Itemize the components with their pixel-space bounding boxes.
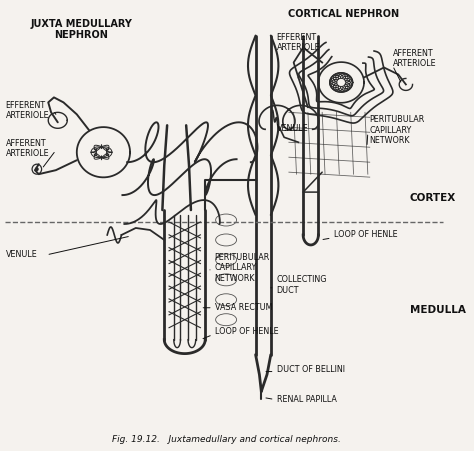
Text: Fig. 19.12.   Juxtamedullary and cortical nephrons.: Fig. 19.12. Juxtamedullary and cortical … — [112, 435, 340, 444]
Text: EFFERENT
ARTERIOLE: EFFERENT ARTERIOLE — [276, 33, 320, 52]
Text: EFFERENT
ARTERIOLE: EFFERENT ARTERIOLE — [5, 101, 49, 120]
Text: VENULE: VENULE — [276, 124, 308, 133]
Text: DUCT OF BELLINI: DUCT OF BELLINI — [276, 365, 345, 374]
Text: LOOP OF HENLE: LOOP OF HENLE — [334, 230, 397, 239]
Text: JUXTA MEDULLARY
NEPHRON: JUXTA MEDULLARY NEPHRON — [31, 18, 132, 40]
Text: RENAL PAPILLA: RENAL PAPILLA — [276, 395, 337, 404]
Text: CORTEX: CORTEX — [410, 193, 456, 203]
Text: PERITUBULAR
CAPILLARY
NETWORK: PERITUBULAR CAPILLARY NETWORK — [370, 115, 425, 145]
Text: VENULE: VENULE — [5, 250, 37, 259]
Text: LOOP OF HENLE: LOOP OF HENLE — [215, 327, 278, 336]
Text: MEDULLA: MEDULLA — [410, 305, 465, 315]
Text: VASA RECTUM: VASA RECTUM — [215, 303, 272, 312]
Text: CORTICAL NEPHRON: CORTICAL NEPHRON — [288, 9, 399, 18]
Text: PERITUBULAR
CAPILLARY
NETWORK: PERITUBULAR CAPILLARY NETWORK — [215, 253, 270, 283]
Text: AFFERENT
ARTERIOLE: AFFERENT ARTERIOLE — [5, 138, 49, 158]
Text: COLLECTING
DUCT: COLLECTING DUCT — [276, 275, 327, 295]
Circle shape — [35, 167, 39, 171]
Text: AFFERENT
ARTERIOLE: AFFERENT ARTERIOLE — [392, 49, 436, 68]
